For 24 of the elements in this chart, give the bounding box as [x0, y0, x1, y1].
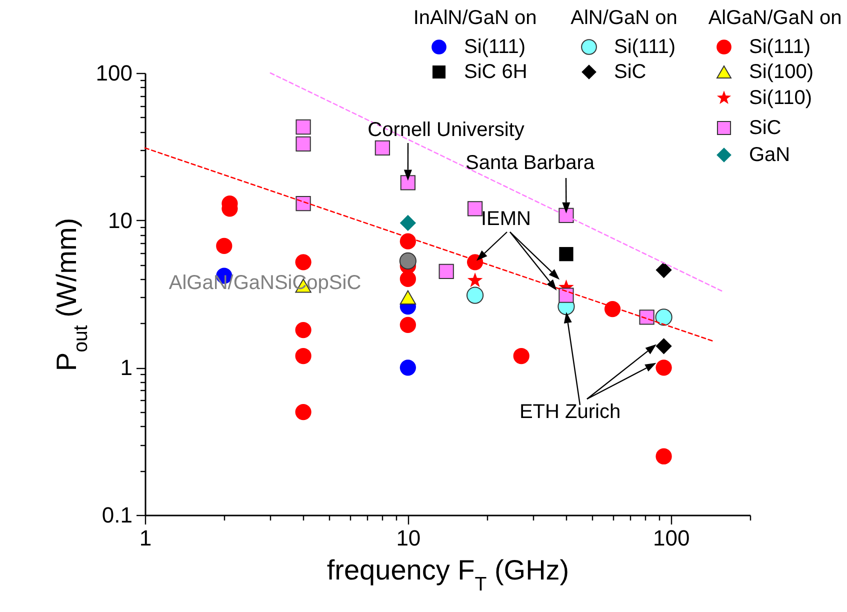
y-tick-label: 10 — [108, 208, 132, 233]
x-tick-label: 10 — [396, 526, 421, 550]
annotation: Santa Barbara — [466, 152, 596, 174]
legend-label: Si(110) — [749, 87, 812, 109]
legend-label: Si(100) — [749, 61, 814, 83]
y-tick-label: 0.1 — [102, 502, 132, 528]
text: AlN/GaN on — [570, 7, 678, 29]
text: InAlN/GaN on — [413, 7, 537, 29]
annotation: IEMN — [481, 208, 531, 230]
x-tick-label: 1 — [139, 526, 152, 550]
legend-label: SiC — [749, 117, 782, 139]
y-tick-label: 100 — [96, 60, 132, 86]
annotation: Cornell University — [368, 119, 524, 141]
legend-label: Si(111) — [464, 36, 526, 58]
legend-label: SiC 6H — [464, 61, 528, 83]
y-tick-label: 1 — [120, 355, 132, 380]
x-axis-title: frequency F$_{T}$ (GHz) — [326, 554, 570, 596]
annotation: ETH Zurich — [519, 401, 621, 423]
legend-label: Si(111) — [614, 36, 676, 58]
text: AlGaN/GaN on — [708, 7, 842, 29]
legend-label: Si(111) — [749, 36, 811, 58]
x-tick-label: 100 — [652, 526, 690, 550]
legend-label: SiC — [614, 61, 646, 83]
legend-label: GaN — [749, 144, 790, 166]
